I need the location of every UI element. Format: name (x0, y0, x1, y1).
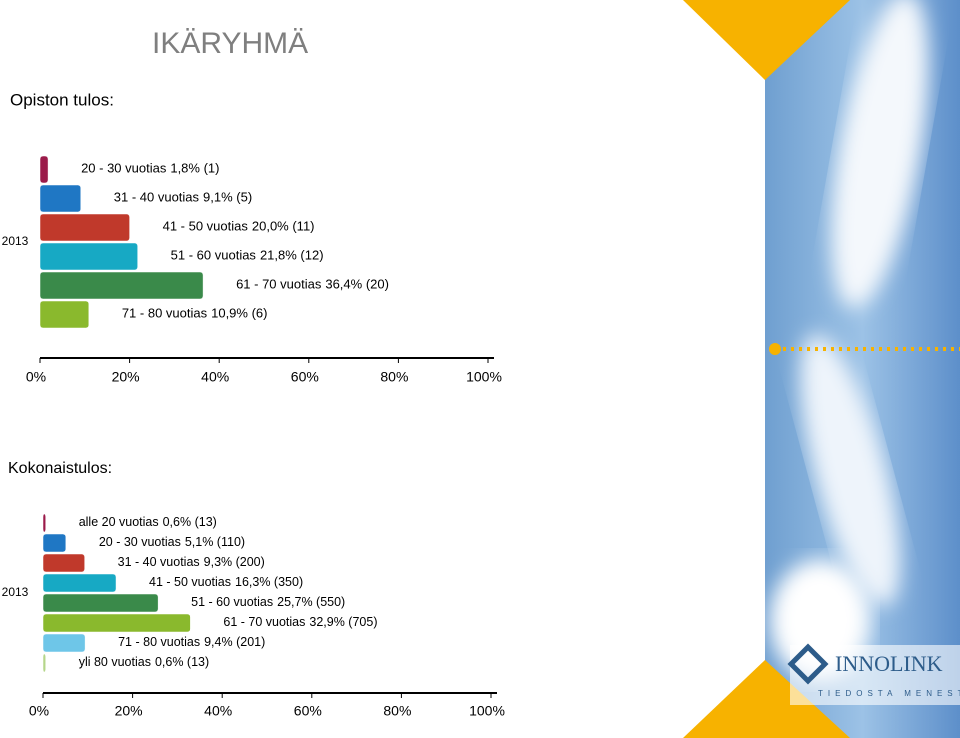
bar (39, 271, 204, 300)
slide-title: IKÄRYHMÄ (152, 27, 308, 60)
category-label: 71 - 80 vuotias (122, 306, 208, 321)
bar (39, 300, 90, 329)
chart-title: Kokonaistulos: (8, 460, 112, 477)
x-tick-label: 60% (294, 703, 322, 719)
bar (42, 613, 191, 633)
value-label: 36,4% (20) (325, 277, 389, 292)
value-label: 20,0% (11) (252, 219, 315, 234)
x-tick-label: 20% (112, 369, 140, 385)
value-label: 0,6% (13) (163, 515, 217, 529)
bar-label: 41 - 50 vuotias 20,0% (11) (163, 219, 315, 234)
value-label: 9,4% (201) (204, 635, 265, 649)
value-label: 1,8% (1) (170, 161, 219, 176)
bar-label: 51 - 60 vuotias 25,7% (550) (191, 595, 345, 609)
logo-name: INNOLINK (835, 651, 943, 676)
category-label: 41 - 50 vuotias (163, 219, 249, 234)
bar-label: 61 - 70 vuotias 32,9% (705) (223, 615, 377, 629)
bar (42, 653, 46, 673)
category-label: 51 - 60 vuotias (191, 595, 273, 609)
bar-label: 20 - 30 vuotias 5,1% (110) (99, 535, 245, 549)
bar (42, 553, 85, 573)
x-tick-label: 100% (466, 369, 502, 385)
value-label: 32,9% (705) (309, 615, 377, 629)
logo: INNOLINK TIEDOSTA MENESTYS (787, 643, 960, 705)
bar-label: yli 80 vuotias 0,6% (13) (79, 655, 209, 669)
category-label: 31 - 40 vuotias (114, 190, 200, 205)
category-label: 61 - 70 vuotias (236, 277, 322, 292)
bar-label: 61 - 70 vuotias 36,4% (20) (236, 277, 389, 292)
value-label: 9,3% (200) (204, 555, 265, 569)
x-tick-label: 60% (291, 369, 319, 385)
bar-label: 31 - 40 vuotias 9,1% (5) (114, 190, 252, 205)
bar (39, 155, 49, 184)
x-tick-label: 80% (380, 369, 408, 385)
bar-label: alle 20 vuotias 0,6% (13) (79, 515, 217, 529)
category-label: 20 - 30 vuotias (81, 161, 167, 176)
bar (39, 184, 82, 213)
category-label: 71 - 80 vuotias (118, 635, 200, 649)
category-label: 41 - 50 vuotias (149, 575, 231, 589)
category-label: 51 - 60 vuotias (171, 248, 257, 263)
bar-label: 41 - 50 vuotias 16,3% (350) (149, 575, 303, 589)
bar-label: 71 - 80 vuotias 10,9% (6) (122, 306, 268, 321)
logo-tagline: TIEDOSTA MENESTYS (818, 689, 960, 698)
bar-label: 71 - 80 vuotias 9,4% (201) (118, 635, 265, 649)
bar (42, 573, 117, 593)
category-label: 20 - 30 vuotias (99, 535, 181, 549)
bar-label: 20 - 30 vuotias 1,8% (1) (81, 161, 219, 176)
category-label: 61 - 70 vuotias (223, 615, 305, 629)
y-axis-label: 2013 (2, 585, 29, 599)
x-tick-label: 0% (29, 703, 49, 719)
x-tick-label: 0% (26, 369, 46, 385)
x-tick-label: 80% (383, 703, 411, 719)
value-label: 25,7% (550) (277, 595, 345, 609)
category-label: 31 - 40 vuotias (118, 555, 200, 569)
y-axis-label: 2013 (2, 234, 29, 248)
x-tick-label: 20% (115, 703, 143, 719)
bar (42, 593, 159, 613)
bar (39, 242, 138, 271)
category-label: alle 20 vuotias (79, 515, 159, 529)
bar-label: 31 - 40 vuotias 9,3% (200) (118, 555, 265, 569)
bar (42, 513, 46, 533)
category-label: yli 80 vuotias (79, 655, 151, 669)
value-label: 9,1% (5) (203, 190, 252, 205)
value-label: 5,1% (110) (185, 535, 245, 549)
value-label: 10,9% (6) (211, 306, 267, 321)
bar (42, 633, 86, 653)
bar (42, 533, 67, 553)
value-label: 16,3% (350) (235, 575, 303, 589)
x-tick-label: 40% (204, 703, 232, 719)
chart-title: Opiston tulos: (10, 90, 114, 109)
bar (39, 213, 130, 242)
value-label: 0,6% (13) (155, 655, 209, 669)
bar-label: 51 - 60 vuotias 21,8% (12) (171, 248, 324, 263)
x-tick-label: 100% (469, 703, 505, 719)
sky-background (683, 0, 960, 738)
x-tick-label: 40% (201, 369, 229, 385)
value-label: 21,8% (12) (260, 248, 324, 263)
